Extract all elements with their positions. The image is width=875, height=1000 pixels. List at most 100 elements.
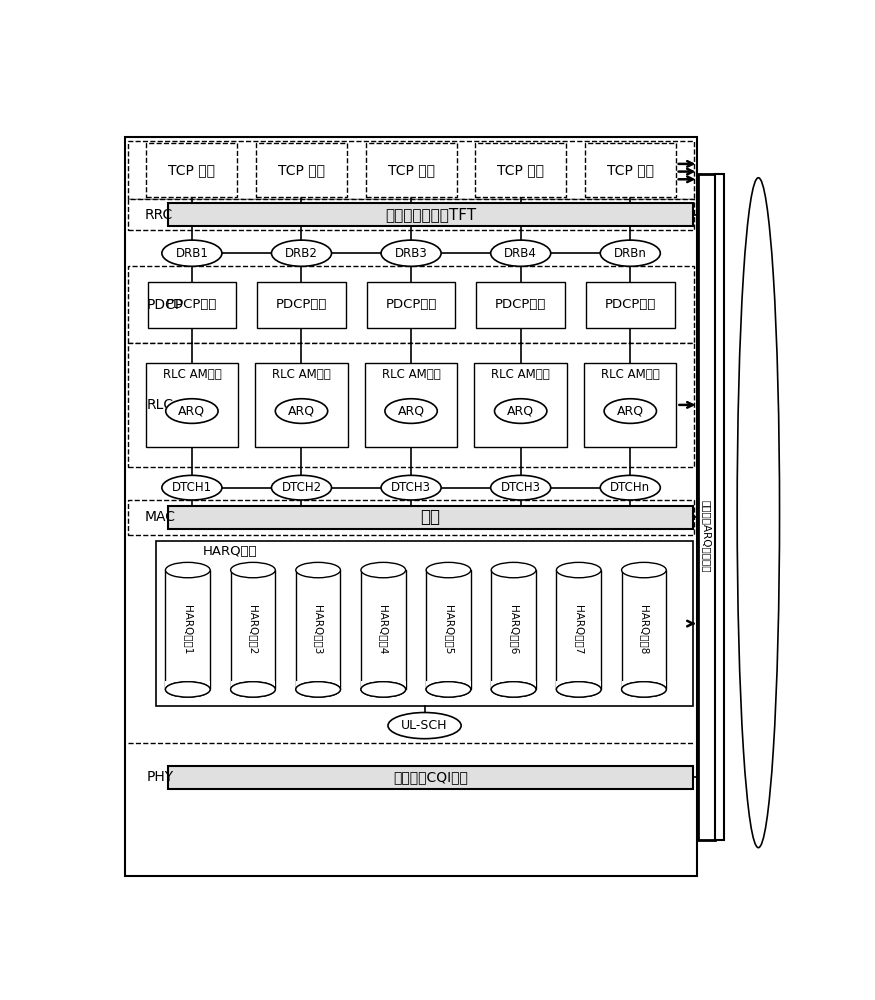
Bar xyxy=(491,681,536,698)
Text: PDCP实体: PDCP实体 xyxy=(385,298,437,311)
Bar xyxy=(621,570,666,689)
Text: ARQ: ARQ xyxy=(288,405,315,418)
Ellipse shape xyxy=(231,682,276,697)
Text: DRB4: DRB4 xyxy=(504,247,537,260)
Ellipse shape xyxy=(426,682,471,697)
Text: DTCH1: DTCH1 xyxy=(172,481,212,494)
Bar xyxy=(366,143,457,197)
Ellipse shape xyxy=(604,399,656,423)
Ellipse shape xyxy=(621,562,666,578)
Text: DRB3: DRB3 xyxy=(395,247,428,260)
Text: MAC: MAC xyxy=(144,510,176,524)
Bar xyxy=(296,681,340,698)
Bar xyxy=(168,766,693,789)
Bar xyxy=(128,500,695,535)
Text: HARQ进程4: HARQ进程4 xyxy=(378,605,388,654)
Ellipse shape xyxy=(271,240,332,266)
Bar xyxy=(361,570,406,689)
Ellipse shape xyxy=(361,682,406,697)
Text: HARQ进程6: HARQ进程6 xyxy=(508,605,519,654)
Bar xyxy=(621,681,666,698)
Text: PHY: PHY xyxy=(146,770,173,784)
Text: HARQ进程7: HARQ进程7 xyxy=(574,605,584,654)
Ellipse shape xyxy=(231,682,276,697)
Bar xyxy=(361,681,406,698)
Ellipse shape xyxy=(621,682,666,697)
Ellipse shape xyxy=(621,682,666,697)
Text: PDCP实体: PDCP实体 xyxy=(276,298,327,311)
Ellipse shape xyxy=(494,399,547,423)
Text: TCP 实体: TCP 实体 xyxy=(497,163,544,177)
Ellipse shape xyxy=(491,682,536,697)
Bar xyxy=(556,570,601,689)
Bar xyxy=(296,570,340,689)
Bar xyxy=(474,363,567,447)
Bar xyxy=(491,570,536,689)
Ellipse shape xyxy=(296,682,340,697)
Ellipse shape xyxy=(361,562,406,578)
Bar xyxy=(476,282,565,328)
Text: RLC AM实体: RLC AM实体 xyxy=(492,368,550,381)
Text: TCP 实体: TCP 实体 xyxy=(606,163,654,177)
Bar xyxy=(168,506,693,529)
Ellipse shape xyxy=(361,682,406,697)
Text: RLC AM实体: RLC AM实体 xyxy=(382,368,440,381)
Text: DTCH2: DTCH2 xyxy=(282,481,321,494)
Text: HARQ进程8: HARQ进程8 xyxy=(639,605,649,654)
Text: HARQ进程1: HARQ进程1 xyxy=(183,605,192,654)
Ellipse shape xyxy=(231,562,276,578)
Text: ARQ: ARQ xyxy=(617,405,644,418)
Ellipse shape xyxy=(165,399,218,423)
Bar xyxy=(586,282,675,328)
Ellipse shape xyxy=(556,562,601,578)
Text: DRBn: DRBn xyxy=(614,247,647,260)
Ellipse shape xyxy=(296,682,340,697)
Bar xyxy=(475,143,566,197)
Ellipse shape xyxy=(165,682,210,697)
Ellipse shape xyxy=(382,240,441,266)
Text: PDCP实体: PDCP实体 xyxy=(495,298,546,311)
Bar xyxy=(125,137,696,876)
Bar xyxy=(255,363,347,447)
Bar xyxy=(365,363,458,447)
Text: HARQ进程2: HARQ进程2 xyxy=(248,605,258,654)
Ellipse shape xyxy=(388,713,461,739)
Ellipse shape xyxy=(162,475,222,500)
Ellipse shape xyxy=(491,475,550,500)
Text: RLC: RLC xyxy=(146,398,173,412)
Bar xyxy=(148,282,236,328)
Bar xyxy=(698,174,715,840)
Bar xyxy=(146,143,237,197)
Text: ARQ: ARQ xyxy=(507,405,535,418)
Text: ARQ: ARQ xyxy=(178,405,206,418)
Text: PDCP: PDCP xyxy=(146,298,184,312)
Bar xyxy=(128,343,695,466)
Text: HARQ实体: HARQ实体 xyxy=(202,545,257,558)
Text: DTCH3: DTCH3 xyxy=(391,481,431,494)
Ellipse shape xyxy=(165,682,210,697)
Ellipse shape xyxy=(426,682,471,697)
Text: RLC AM实体: RLC AM实体 xyxy=(272,368,331,381)
Bar xyxy=(146,363,238,447)
Text: 信道质量CQI反馈: 信道质量CQI反馈 xyxy=(393,770,468,784)
Bar xyxy=(157,541,693,706)
Text: ARQ: ARQ xyxy=(397,405,424,418)
Text: RLC AM实体: RLC AM实体 xyxy=(601,368,660,381)
Text: TCP 实体: TCP 实体 xyxy=(388,163,435,177)
Text: 业务流模板映射TFT: 业务流模板映射TFT xyxy=(385,207,476,222)
Text: PDCP实体: PDCP实体 xyxy=(605,298,656,311)
Ellipse shape xyxy=(491,240,550,266)
Text: TCP 实体: TCP 实体 xyxy=(278,163,325,177)
Bar xyxy=(128,266,695,343)
Ellipse shape xyxy=(426,562,471,578)
Ellipse shape xyxy=(382,475,441,500)
Text: 调度: 调度 xyxy=(420,508,440,526)
Ellipse shape xyxy=(271,475,332,500)
Text: DRB2: DRB2 xyxy=(285,247,318,260)
Bar xyxy=(426,570,471,689)
Bar xyxy=(426,681,471,698)
Bar xyxy=(128,141,695,199)
Ellipse shape xyxy=(600,475,661,500)
Bar xyxy=(165,570,210,689)
Ellipse shape xyxy=(556,682,601,697)
